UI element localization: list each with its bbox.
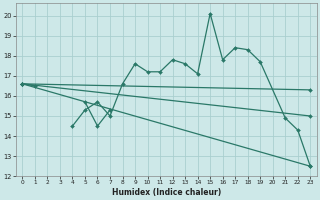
X-axis label: Humidex (Indice chaleur): Humidex (Indice chaleur) [112, 188, 221, 197]
